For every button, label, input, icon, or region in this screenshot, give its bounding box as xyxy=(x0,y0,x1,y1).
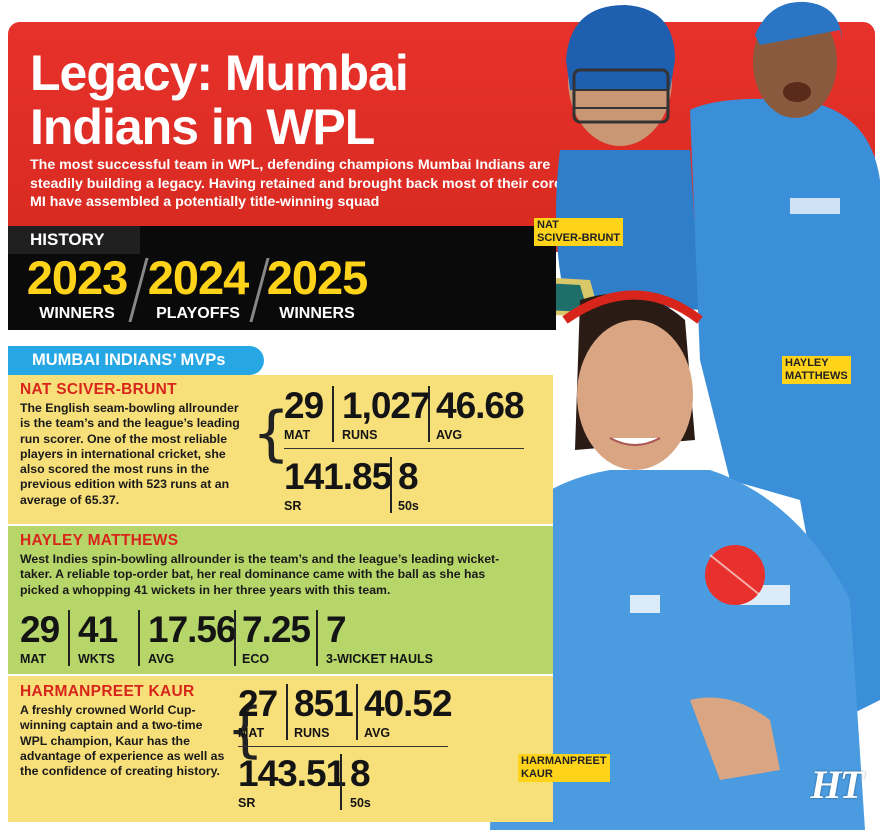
harman-stat-value: 851 xyxy=(294,683,354,724)
stat-divider xyxy=(428,386,430,442)
harman-stat-label: 50s xyxy=(350,796,371,810)
history-year: 2023 xyxy=(26,251,129,304)
caption-hayley: HAYLEY MATTHEWS xyxy=(782,356,851,384)
harman-name: HARMANPREET KAUR xyxy=(20,683,195,700)
nat-section xyxy=(8,375,553,525)
nat-stat-value: 8 xyxy=(398,456,419,497)
page-title: Legacy: Mumbai Indians in WPL xyxy=(30,46,550,154)
nat-stat-label: AVG xyxy=(436,428,463,442)
nat-stat-label: RUNS xyxy=(342,428,378,442)
hayley-stat-value: 17.56 xyxy=(148,609,237,650)
stat-divider xyxy=(332,386,334,442)
nat-name: NAT SCIVER-BRUNT xyxy=(20,381,177,398)
hayley-stat-label: ECO xyxy=(242,652,270,666)
hayley-stat-value: 7 xyxy=(326,609,347,650)
history-item-2025: 2025 WINNERS xyxy=(262,252,372,324)
stat-divider xyxy=(340,754,342,810)
history-year: 2024 xyxy=(147,251,250,304)
nat-stat-label: SR xyxy=(284,499,302,513)
nat-stat-label: 50s xyxy=(398,499,419,513)
intro-text: The most successful team in WPL, defendi… xyxy=(30,157,566,210)
stat-row-divider xyxy=(238,746,448,747)
section-divider xyxy=(8,674,553,676)
history-item-2024: 2024 PLAYOFFS xyxy=(143,252,253,324)
ht-logo: HT xyxy=(810,762,864,807)
hayley-stat-label: WKTS xyxy=(78,652,115,666)
stat-divider xyxy=(316,610,318,666)
history-result: WINNERS xyxy=(39,305,115,322)
harman-stat-value: 143.51 xyxy=(238,753,346,794)
mvps-heading: MUMBAI INDIANS’ MVPs xyxy=(8,346,264,375)
stat-divider xyxy=(286,684,288,740)
nat-stat-value: 46.68 xyxy=(436,385,525,426)
history-year: 2025 xyxy=(266,251,369,304)
caption-harman: HARMANPREET KAUR xyxy=(518,754,610,782)
history-label: HISTORY xyxy=(8,226,140,254)
hayley-stat-value: 7.25 xyxy=(242,609,311,650)
stat-divider xyxy=(356,684,358,740)
harman-stat-value: 40.52 xyxy=(364,683,453,724)
caption-nat: NAT SCIVER-BRUNT xyxy=(534,218,624,246)
title-line-2: Indians in WPL xyxy=(30,99,375,155)
stat-row-divider xyxy=(284,448,524,449)
nat-stat-value: 1,027 xyxy=(342,385,431,426)
section-divider xyxy=(8,524,553,526)
cricket-ball-icon xyxy=(705,545,765,605)
nat-stat-label: MAT xyxy=(284,428,311,442)
history-result: PLAYOFFS xyxy=(156,305,240,322)
hayley-stat-value: 29 xyxy=(20,609,60,650)
history-result: WINNERS xyxy=(279,305,355,322)
harman-stat-label: AVG xyxy=(364,726,391,740)
nat-stat-value: 141.85 xyxy=(284,456,392,497)
harman-stat-label: MAT xyxy=(238,726,265,740)
nat-stat-value: 29 xyxy=(284,385,324,426)
harman-stat-label: SR xyxy=(238,796,256,810)
hayley-section xyxy=(8,525,553,675)
stat-divider xyxy=(68,610,70,666)
harman-description: A freshly crowned World Cup-winning capt… xyxy=(20,703,225,779)
hayley-stat-label: MAT xyxy=(20,652,47,666)
hayley-stat-label: 3-WICKET HAULS xyxy=(326,652,433,666)
players-photo xyxy=(470,1,880,830)
history-item-2023: 2023 WINNERS xyxy=(22,252,132,324)
stat-divider xyxy=(138,610,140,666)
hayley-stat-label: AVG xyxy=(148,652,175,666)
hayley-description: West Indies spin-bowling allrounder is t… xyxy=(20,552,500,597)
nat-description: The English seam-bowling allrounder is t… xyxy=(20,401,240,507)
harmanpreet-figure xyxy=(470,290,865,830)
brace-icon: { xyxy=(252,399,291,469)
title-line-1: Legacy: Mumbai xyxy=(30,45,409,101)
nat-figure xyxy=(556,5,700,310)
brace-icon: { xyxy=(226,695,265,765)
hayley-figure xyxy=(690,1,880,720)
harman-stat-value: 27 xyxy=(238,683,278,724)
stat-divider xyxy=(234,610,236,666)
hayley-name: HAYLEY MATTHEWS xyxy=(20,532,179,549)
harman-stat-value: 8 xyxy=(350,753,371,794)
harman-section xyxy=(8,675,553,822)
hayley-stat-value: 41 xyxy=(78,609,118,650)
stat-divider xyxy=(390,457,392,513)
harman-stat-label: RUNS xyxy=(294,726,330,740)
